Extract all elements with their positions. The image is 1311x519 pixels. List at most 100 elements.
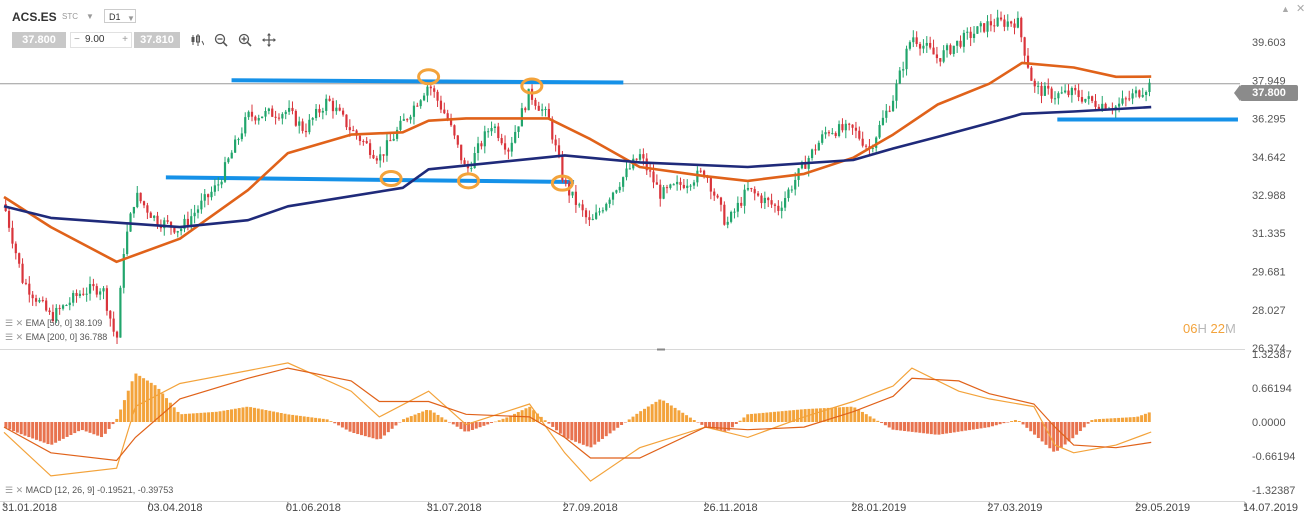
candle bbox=[1148, 78, 1151, 97]
candle-body bbox=[254, 116, 257, 121]
candle bbox=[777, 200, 780, 216]
zoom-in-icon[interactable] bbox=[238, 33, 252, 47]
timeframe-select[interactable]: D1 ▼ bbox=[104, 9, 136, 23]
candle bbox=[574, 184, 577, 213]
candle-body bbox=[591, 218, 594, 220]
candle-body bbox=[58, 307, 61, 309]
candle-body bbox=[783, 198, 787, 208]
close-icon[interactable]: ✕ bbox=[15, 332, 24, 342]
bid-price[interactable]: 37.800 bbox=[12, 32, 66, 48]
macd-histogram-bar bbox=[658, 399, 662, 422]
candle bbox=[240, 127, 243, 142]
minus-icon[interactable]: − bbox=[74, 34, 80, 45]
legend-ema50[interactable]: ☰ ✕ EMA [50, 0] 38.109 bbox=[5, 318, 102, 329]
close-icon[interactable]: ✕ bbox=[15, 485, 24, 495]
candle-body bbox=[1128, 98, 1131, 100]
macd-histogram-bar bbox=[528, 406, 532, 422]
candle-body bbox=[325, 98, 328, 111]
candle-body bbox=[557, 145, 561, 157]
macd-histogram-bar bbox=[555, 422, 559, 431]
macd-histogram-bar bbox=[627, 419, 631, 422]
candle-body bbox=[881, 117, 885, 126]
collapse-icon[interactable]: ▲ bbox=[1281, 4, 1290, 14]
close-icon[interactable]: ✕ bbox=[1296, 3, 1306, 15]
candle-body bbox=[676, 181, 679, 185]
macd-histogram-bar bbox=[864, 414, 868, 422]
candle-body bbox=[308, 119, 311, 133]
candle-body bbox=[348, 127, 351, 131]
macd-histogram-bar bbox=[662, 400, 666, 422]
candle bbox=[578, 202, 581, 208]
candle-body bbox=[827, 132, 831, 134]
candle-body bbox=[1043, 85, 1046, 96]
settings-icon[interactable]: ☰ bbox=[5, 485, 14, 495]
candle-body bbox=[456, 135, 459, 145]
chevron-down-icon[interactable]: ▼ bbox=[86, 12, 94, 21]
candle bbox=[314, 104, 318, 121]
candle-body bbox=[476, 143, 480, 154]
candle bbox=[335, 100, 338, 115]
macd-histogram-bar bbox=[933, 422, 937, 435]
candle-body bbox=[156, 215, 159, 226]
volume-value[interactable]: 9.00 bbox=[85, 34, 105, 45]
candle-body bbox=[962, 32, 966, 47]
candle bbox=[881, 110, 885, 126]
candle-body bbox=[48, 310, 51, 313]
candle-body bbox=[112, 318, 115, 332]
candle-body bbox=[898, 70, 901, 84]
macd-histogram-bar bbox=[746, 414, 750, 422]
candle-body bbox=[503, 143, 507, 150]
candle bbox=[41, 296, 44, 303]
macd-histogram-bar bbox=[604, 422, 608, 437]
legend-macd[interactable]: ☰ ✕ MACD [12, 26, 9] -0.19521, -0.39753 bbox=[5, 485, 173, 496]
candle-body bbox=[672, 184, 675, 186]
candle-body bbox=[969, 31, 972, 39]
settings-icon[interactable]: ☰ bbox=[5, 332, 14, 342]
candle-body bbox=[284, 111, 287, 115]
candle bbox=[996, 9, 999, 27]
candle-body bbox=[1060, 92, 1063, 94]
candle-body bbox=[365, 141, 368, 144]
candle bbox=[530, 84, 534, 105]
candle bbox=[945, 43, 949, 58]
macd-histogram-bar bbox=[77, 422, 81, 432]
candles bbox=[4, 9, 1151, 345]
candle bbox=[831, 128, 834, 135]
macd-histogram-bar bbox=[918, 422, 922, 433]
candle-body bbox=[854, 127, 858, 131]
symbol-name[interactable]: ACS.ES bbox=[12, 10, 57, 24]
legend-ema200[interactable]: ☰ ✕ EMA [200, 0] 36.788 bbox=[5, 332, 107, 343]
candle-body bbox=[794, 179, 797, 190]
macd-histogram-bar bbox=[65, 422, 69, 437]
candle bbox=[713, 188, 716, 201]
close-icon[interactable]: ✕ bbox=[15, 318, 24, 328]
macd-histogram-bar bbox=[103, 422, 107, 434]
macd-histogram-bar bbox=[279, 413, 283, 422]
macd-histogram-bar bbox=[906, 422, 910, 432]
candle bbox=[264, 107, 267, 122]
candle-body bbox=[979, 23, 982, 27]
candlestick-chart-icon[interactable] bbox=[190, 33, 204, 47]
zoom-out-icon[interactable] bbox=[214, 33, 228, 47]
candle-body bbox=[314, 108, 318, 119]
candle bbox=[902, 61, 905, 78]
candle-body bbox=[524, 108, 527, 111]
candle bbox=[686, 179, 689, 194]
candle-body bbox=[972, 33, 976, 39]
ask-price[interactable]: 37.810 bbox=[134, 32, 180, 48]
candle-body bbox=[956, 40, 959, 46]
plus-icon[interactable]: + bbox=[122, 34, 128, 45]
chart-toolbar: ACS.ES STC ▼ D1 ▼ 37.800 − 9.00 + 37.810… bbox=[0, 0, 1311, 52]
candle-body bbox=[298, 121, 301, 126]
macd-histogram-bar bbox=[482, 422, 486, 426]
candle-body bbox=[625, 168, 628, 178]
macd-histogram-bar bbox=[551, 422, 555, 427]
candle bbox=[1134, 86, 1138, 98]
volume-input[interactable]: − 9.00 + bbox=[70, 32, 132, 48]
macd-histogram-bar bbox=[199, 412, 203, 422]
x-tick-label: 27.09.2018 bbox=[563, 502, 618, 514]
candle-body bbox=[301, 121, 304, 131]
settings-icon[interactable]: ☰ bbox=[5, 318, 14, 328]
crosshair-icon[interactable] bbox=[262, 33, 276, 47]
